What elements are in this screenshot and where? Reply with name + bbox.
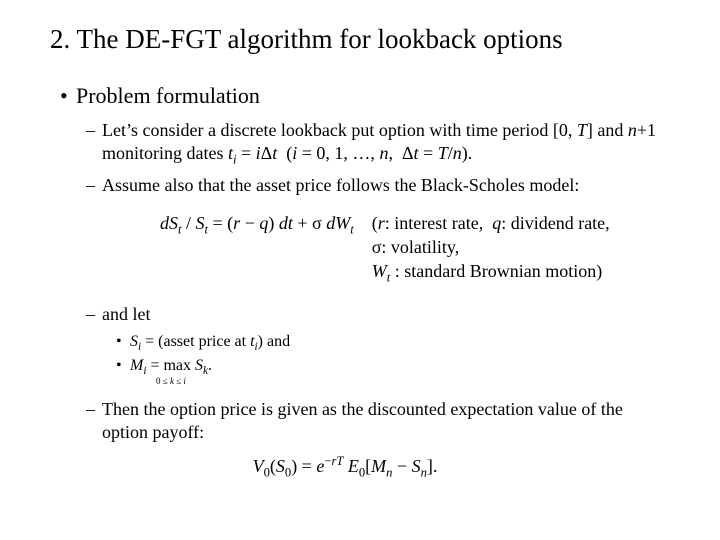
bullet-andlet: –and let — [102, 303, 670, 326]
slide-container: 2. The DE-FGT algorithm for lookback opt… — [0, 0, 720, 501]
bullet-problem: •Problem formulation — [60, 83, 670, 109]
equation-sde: dSt / St = (r − q) dt + σ dWt (r: intere… — [160, 211, 670, 287]
bullet-problem-text: Problem formulation — [76, 83, 260, 108]
equation-price: V0(S0) = e−rT E0[Mn − Sn]. — [20, 454, 670, 481]
slide-title: 2. The DE-FGT algorithm for lookback opt… — [50, 24, 670, 55]
bullet-then-text: Then the option price is given as the di… — [102, 399, 623, 442]
bullet-andlet-text: and let — [102, 304, 150, 324]
equation-sde-right: (r: interest rate, q: dividend rate,σ: v… — [372, 211, 610, 287]
bullet-mi-text: Mi = max Sk. — [130, 357, 212, 374]
bullet-assume-text: Assume also that the asset price follows… — [102, 175, 579, 195]
bullet-mi: •Mi = max Sk. — [130, 356, 670, 378]
bullet-si: •Si = (asset price at ti) and — [130, 332, 670, 354]
bullet-consider-text: Let’s consider a discrete lookback put o… — [102, 120, 656, 163]
max-constraint: 0 ≤ k ≤ i — [156, 376, 670, 386]
equation-sde-left: dSt / St = (r − q) dt + σ dWt — [160, 211, 354, 287]
bullet-consider: –Let’s consider a discrete lookback put … — [102, 119, 670, 168]
bullet-then: –Then the option price is given as the d… — [102, 398, 670, 444]
bullet-si-text: Si = (asset price at ti) and — [130, 333, 290, 350]
bullet-assume: –Assume also that the asset price follow… — [102, 174, 670, 197]
